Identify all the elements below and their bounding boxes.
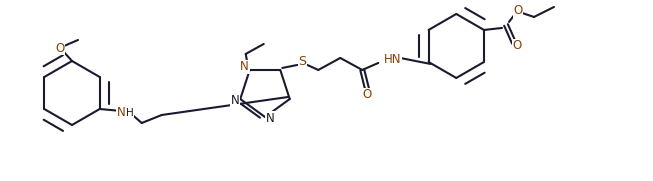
Text: S: S xyxy=(298,55,306,68)
Text: O: O xyxy=(513,5,522,17)
Text: N: N xyxy=(266,111,274,125)
Text: O: O xyxy=(513,39,522,52)
Text: N: N xyxy=(231,94,240,107)
Text: N: N xyxy=(117,106,126,119)
Text: H: H xyxy=(126,108,134,118)
Text: O: O xyxy=(56,41,65,54)
Text: HN: HN xyxy=(384,53,402,66)
Text: O: O xyxy=(362,89,372,102)
Text: N: N xyxy=(240,60,249,73)
